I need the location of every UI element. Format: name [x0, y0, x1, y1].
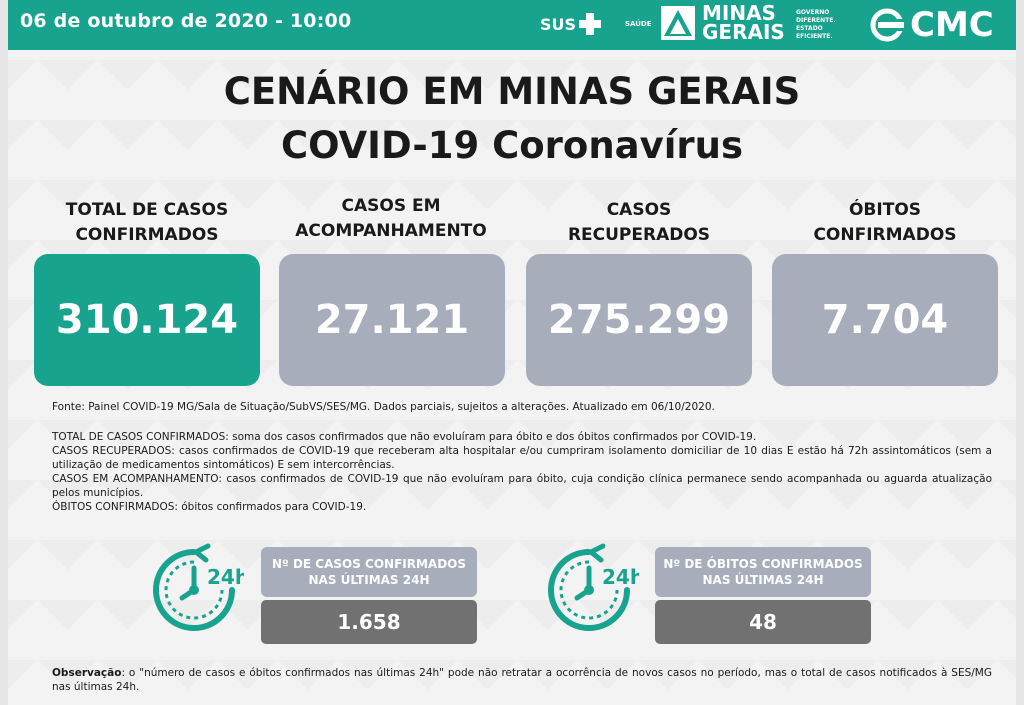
cases-24h-label: Nº DE CASOS CONFIRMADOS NAS ÚLTIMAS 24H: [261, 547, 477, 597]
stat-label-recuperados: CASOS RECUPERADOS: [526, 198, 752, 248]
stat-label-line2: ACOMPANHAMENTO: [295, 221, 487, 241]
header-bar: 06 de outubro de 2020 - 10:00 SUS SAÚDE …: [8, 0, 1016, 50]
cases-24h-label-line2: NAS ÚLTIMAS 24H: [308, 573, 430, 587]
report-date: 06 de outubro de 2020 - 10:00: [20, 10, 352, 32]
page-subtitle: COVID-19 Coronavírus: [280, 124, 744, 167]
saude-label: SAÚDE: [625, 20, 652, 28]
stat-label-line1: CASOS EM: [341, 196, 441, 216]
stat-card-total: 310.124: [34, 254, 260, 386]
bulletin-page: 06 de outubro de 2020 - 10:00 SUS SAÚDE …: [8, 0, 1016, 705]
cmc-emblem-icon: [870, 8, 906, 42]
stat-label-acompanhamento: CASOS EM ACOMPANHAMENTO: [278, 194, 504, 244]
definitions: TOTAL DE CASOS CONFIRMADOS: soma dos cas…: [52, 430, 992, 514]
observation-label: Observação: [52, 667, 122, 679]
sus-logo-text: SUS: [540, 14, 577, 34]
page-title: CENÁRIO EM MINAS GERAIS: [223, 70, 801, 113]
gov-line3: ESTADO: [796, 25, 823, 32]
definition-item: TOTAL DE CASOS CONFIRMADOS: soma dos cas…: [52, 431, 757, 443]
gov-line1: GOVERNO: [796, 9, 830, 16]
stat-label-line2: RECUPERADOS: [567, 225, 711, 245]
observation-note: Observação: o "número de casos e óbitos …: [52, 666, 992, 694]
gov-line2: DIFERENTE.: [796, 17, 836, 24]
clock-24h-icon: 24h: [539, 540, 644, 640]
cmc-logo-text: CMC: [910, 5, 994, 45]
clock-badge: 24h: [207, 565, 244, 589]
deaths-24h-label-line2: NAS ÚLTIMAS 24H: [702, 573, 824, 587]
clock-badge: 24h: [602, 565, 639, 589]
mg-logo-line2: GERAIS: [702, 20, 785, 44]
stat-label-line1: ÓBITOS: [848, 200, 922, 220]
cmc-logo: CMC: [868, 5, 994, 45]
stat-label-obitos: ÓBITOS CONFIRMADOS: [772, 198, 998, 248]
stat-label-total: TOTAL DE CASOS CONFIRMADOS: [34, 198, 260, 248]
stat-card-obitos: 7.704: [772, 254, 998, 386]
stat-label-line2: CONFIRMADOS: [813, 225, 957, 245]
deaths-24h-value: 48: [655, 600, 871, 644]
clock-24h-icon: 24h: [144, 540, 249, 640]
mg-logo-line1: MINAS: [702, 1, 776, 25]
deaths-24h-label: Nº DE ÓBITOS CONFIRMADOS NAS ÚLTIMAS 24H: [655, 547, 871, 597]
stat-card-recuperados: 275.299: [526, 254, 752, 386]
stat-card-acompanhamento: 27.121: [279, 254, 505, 386]
stat-label-line1: CASOS: [606, 200, 672, 220]
minas-gerais-logo: MINAS GERAIS: [702, 1, 785, 44]
observation-text: : o "número de casos e óbitos confirmado…: [52, 667, 992, 693]
health-cross-icon: [579, 13, 602, 35]
definition-item: CASOS RECUPERADOS: casos confirmados de …: [52, 445, 992, 471]
minas-gerais-emblem-icon: [661, 6, 695, 40]
government-tagline: GOVERNO DIFERENTE. ESTADO EFICIENTE.: [796, 9, 836, 41]
cases-24h-label-line1: Nº DE CASOS CONFIRMADOS: [271, 557, 467, 571]
deaths-24h-label-line1: Nº DE ÓBITOS CONFIRMADOS: [663, 557, 863, 571]
cases-24h-value: 1.658: [261, 600, 477, 644]
sus-logo: SUS: [540, 13, 602, 35]
source-note: Fonte: Painel COVID-19 MG/Sala de Situaç…: [52, 401, 715, 413]
definition-item: ÓBITOS CONFIRMADOS: óbitos confirmados p…: [52, 501, 367, 513]
gov-line4: EFICIENTE.: [796, 33, 833, 40]
stat-label-line2: CONFIRMADOS: [75, 225, 219, 245]
stat-label-line1: TOTAL DE CASOS: [65, 200, 229, 220]
definition-item: CASOS EM ACOMPANHAMENTO: casos confirmad…: [52, 473, 992, 499]
